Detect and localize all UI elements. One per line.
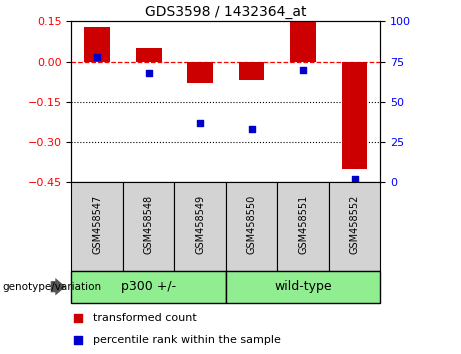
Bar [71,182,123,271]
Text: GSM458550: GSM458550 [247,195,257,255]
Bar [71,271,226,303]
Text: p300 +/-: p300 +/- [121,280,176,293]
Bar [187,62,213,83]
Bar [329,182,380,271]
Bar [226,182,278,271]
Bar [226,271,380,303]
Point [145,70,152,76]
Text: GSM458552: GSM458552 [349,195,360,255]
Text: GSM458551: GSM458551 [298,195,308,255]
Bar [239,62,265,80]
Bar [123,182,174,271]
Point [94,54,101,59]
Point [74,337,81,343]
Point [351,176,358,182]
Text: transformed count: transformed count [93,313,197,323]
Point [300,67,307,73]
Point [74,315,81,321]
Bar [174,182,226,271]
Bar [136,48,161,62]
Text: GSM458549: GSM458549 [195,195,205,255]
Point [248,126,255,132]
Bar [290,21,316,62]
Text: genotype/variation: genotype/variation [2,282,101,292]
Text: wild-type: wild-type [274,280,332,293]
Title: GDS3598 / 1432364_at: GDS3598 / 1432364_at [145,5,307,19]
Text: GSM458548: GSM458548 [144,195,154,255]
Bar [278,182,329,271]
Bar [84,27,110,62]
Bar [342,62,367,169]
FancyArrow shape [51,278,66,296]
Text: GSM458547: GSM458547 [92,195,102,255]
Text: percentile rank within the sample: percentile rank within the sample [93,335,281,345]
Point [196,120,204,126]
